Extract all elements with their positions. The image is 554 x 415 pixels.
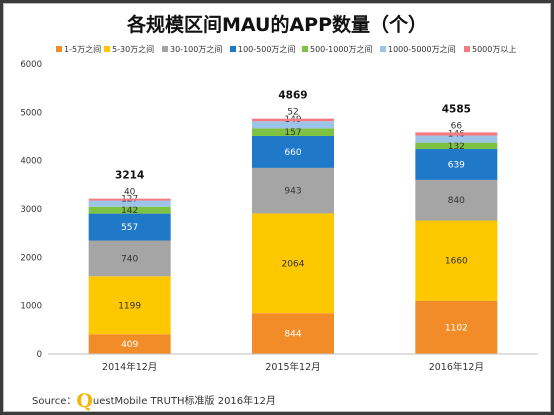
bar-value-label: 660 [284, 148, 301, 158]
legend-swatch [380, 46, 386, 52]
bar-stack: 8442064943660157149524869 [252, 90, 334, 354]
source-text: uestMobile TRUTH标准版 2016年12月 [92, 396, 276, 407]
legend-swatch [162, 46, 168, 52]
bar-segment [88, 198, 171, 201]
y-tick-label: 2000 [20, 253, 42, 263]
bar-segment [88, 240, 171, 277]
legend-label: 100-500万之间 [238, 44, 295, 54]
x-category-label: 2015年12月 [265, 361, 320, 373]
x-axis: 2014年12月 2015年12月 2016年12月 [48, 353, 538, 373]
bar-segment [88, 276, 171, 335]
bar-segment [415, 132, 498, 136]
legend: 1-5万之间 5-30万之间 30-100万之间 100-500万之间 500-1000… [56, 44, 516, 54]
bar-value-label: 52 [287, 108, 298, 118]
bar-segment [88, 213, 171, 241]
bars: 4091199740557142127403214844206494366015… [88, 90, 498, 354]
bar-segment [88, 200, 171, 207]
stacked-bar-chart: 1-5万之间 5-30万之间 30-100万之间 100-500万之间 500-1000… [20, 44, 538, 373]
bar-total-label: 4869 [278, 90, 307, 102]
legend-swatch [56, 46, 62, 52]
bar-segment [252, 118, 334, 122]
bar-segment [252, 313, 334, 354]
y-tick-label: 3000 [20, 205, 42, 215]
source-note: Source：QuestMobile TRUTH标准版 2016年12月 [32, 390, 276, 412]
bar-value-label: 409 [121, 340, 138, 350]
bar-value-label: 1102 [445, 323, 468, 333]
legend-label: 1000-5000万之间 [388, 44, 456, 54]
bar-value-label: 66 [451, 121, 463, 131]
bar-segment [252, 167, 334, 214]
bar-segment [415, 220, 498, 301]
bar-total-label: 4585 [442, 103, 471, 115]
bar-value-label: 943 [284, 187, 301, 197]
legend-label: 30-100万之间 [170, 44, 222, 54]
bar-segment [252, 213, 334, 314]
legend-label: 5000万以上 [472, 45, 516, 54]
bar-segment [252, 128, 334, 136]
bar-value-label: 1660 [445, 257, 468, 267]
questmobile-logo-letter: Q [76, 390, 93, 412]
bar-value-label: 639 [448, 160, 465, 170]
bar-value-label: 157 [284, 128, 301, 138]
bar-segment [415, 142, 498, 150]
bar-value-label: 1199 [118, 301, 141, 311]
legend-label: 5-30万之间 [112, 44, 154, 54]
bar-segment [252, 121, 334, 129]
y-tick-label: 5000 [20, 108, 42, 118]
bar-stack: 11021660840639132146664585 [415, 103, 498, 354]
bar-segment [415, 135, 498, 143]
source-prefix: Source： [32, 396, 77, 407]
y-tick-label: 0 [37, 350, 42, 360]
bar-segment [252, 135, 334, 168]
bar-total-label: 3214 [115, 170, 144, 182]
bar-value-label: 2064 [282, 259, 305, 269]
legend-swatch [302, 46, 308, 52]
legend-label: 1-5万之间 [64, 44, 101, 54]
legend-swatch [104, 46, 110, 52]
x-category-label: 2014年12月 [102, 361, 157, 373]
bar-value-label: 132 [448, 142, 465, 152]
bar-segment [88, 206, 171, 214]
y-axis: 0 1000 2000 3000 4000 5000 6000 [20, 60, 42, 360]
bar-value-label: 740 [121, 254, 138, 264]
legend-label: 500-1000万之间 [310, 44, 373, 54]
bar-segment [88, 334, 171, 354]
legend-swatch [230, 46, 236, 52]
y-tick-label: 6000 [20, 60, 42, 70]
y-tick-label: 4000 [20, 157, 42, 167]
chart-title: 各规模区间MAU的APP数量（个） [126, 14, 427, 36]
bar-value-label: 557 [121, 223, 138, 233]
bar-value-label: 142 [121, 206, 138, 216]
bar-segment [415, 179, 498, 221]
bar-value-label: 844 [284, 330, 301, 340]
bar-value-label: 840 [448, 196, 465, 206]
bar-segment [415, 300, 498, 354]
x-category-label: 2016年12月 [429, 361, 484, 373]
y-tick-label: 1000 [20, 302, 42, 312]
legend-swatch [464, 46, 470, 52]
bar-segment [415, 149, 498, 180]
slide: 各规模区间MAU的APP数量（个） 1-5万之间 5-30万之间 30-100万之间… [3, 3, 551, 412]
bar-value-label: 40 [124, 188, 136, 198]
